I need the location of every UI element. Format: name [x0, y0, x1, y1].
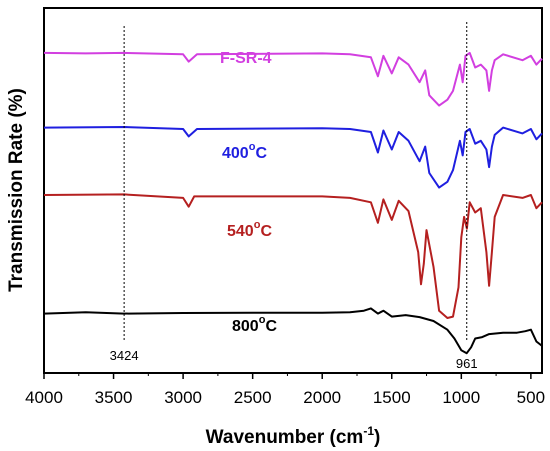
x-axis-title-main: Wavenumber (cm [206, 427, 364, 448]
x-axis-title-end: ) [374, 427, 380, 448]
series-line-2 [43, 126, 543, 189]
annotation-layer: 3424 961 [110, 22, 478, 371]
x-axis-title-sup: -1 [363, 424, 374, 438]
x-tick-label-4: 2500 [234, 388, 272, 407]
x-tick-label-5: 2000 [303, 388, 341, 407]
x-axis-title: Wavenumber (cm-1) [206, 424, 381, 448]
y-axis-title: Transmission Rate (%) [6, 88, 27, 292]
series-line-3 [43, 193, 543, 319]
annotation-label-1: 3424 [110, 348, 139, 363]
x-axis-ticks: 4000 3500 3000 2500 2000 1500 1000 500 [25, 373, 545, 407]
series-line-4 [43, 307, 543, 355]
annotation-label-2: 961 [456, 356, 478, 371]
x-tick-label-7: 1000 [442, 388, 480, 407]
series-label-3: 540oC [227, 219, 272, 240]
x-tick-label-8: 500 [517, 388, 545, 407]
series-label-1: F-SR-4 [220, 50, 272, 67]
series-label-2: 400oC [222, 141, 267, 162]
series-line-1 [43, 51, 543, 107]
x-tick-label-6: 1500 [373, 388, 411, 407]
series-labels: F-SR-4 400oC 540oC 800oC [220, 50, 277, 335]
x-tick-label-3: 3000 [164, 388, 202, 407]
series-label-4: 800oC [232, 314, 277, 335]
x-tick-label-2: 3500 [95, 388, 133, 407]
plot-frame [43, 7, 543, 374]
x-tick-label-1: 4000 [25, 388, 63, 407]
plot-area [43, 7, 543, 374]
series-layer [43, 51, 543, 355]
